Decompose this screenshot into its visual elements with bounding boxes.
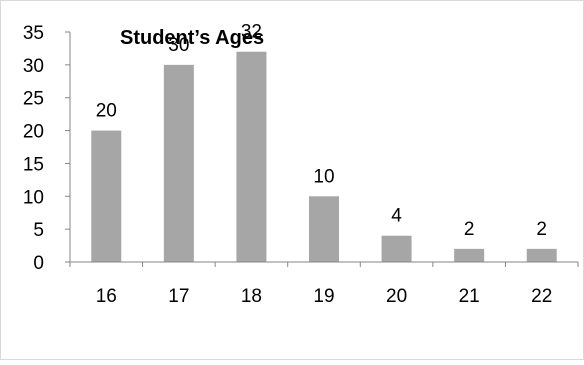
data-label: 20: [96, 101, 117, 122]
data-label: 2: [464, 219, 475, 240]
bar-17: [163, 64, 194, 262]
y-tick-label: 25: [23, 89, 44, 110]
y-tick-label: 35: [23, 23, 44, 44]
data-label: 4: [391, 206, 402, 227]
x-tick-label: 16: [96, 286, 117, 307]
y-tick-label: 0: [33, 253, 44, 274]
y-tick-label: 5: [33, 220, 44, 241]
bars-layer: [91, 51, 557, 262]
y-tick-label: 15: [23, 154, 44, 175]
data-label: 10: [313, 166, 334, 187]
x-tick-label: 21: [459, 286, 480, 307]
x-tick-label: 18: [241, 286, 262, 307]
bar-20: [381, 235, 412, 262]
x-tick-label: 17: [168, 286, 189, 307]
bar-21: [454, 248, 485, 262]
x-tick-label: 22: [531, 286, 552, 307]
y-tick-label: 10: [23, 187, 44, 208]
data-label: 2: [536, 219, 547, 240]
bar-19: [309, 196, 339, 262]
chart-title: Student’s Ages: [120, 27, 264, 49]
bar-16: [91, 130, 122, 262]
y-tick-label: 30: [23, 56, 44, 77]
bar-22: [526, 248, 557, 262]
y-tick-label: 20: [23, 122, 44, 143]
data-label: 30: [168, 35, 189, 56]
x-tick-label: 20: [386, 286, 407, 307]
x-tick-label: 19: [313, 286, 334, 307]
axes-layer: 0 5 10 15 20 25 30 35: [23, 23, 579, 274]
bar-18: [236, 51, 267, 262]
data-label: 32: [241, 22, 262, 43]
